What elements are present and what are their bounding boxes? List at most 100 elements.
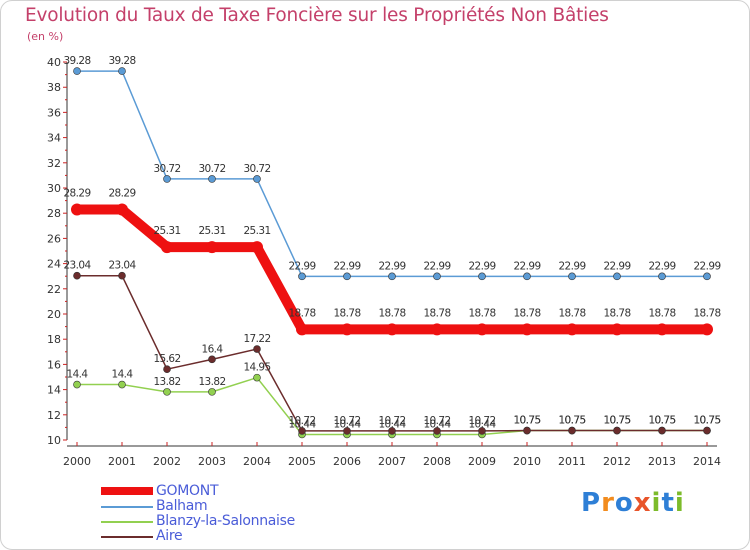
data-label-blanzy-la-salonnaise-2001: 14.4	[112, 369, 134, 381]
data-label-aire-2010: 10.75	[513, 415, 540, 427]
y-tick-label-24: 24	[47, 258, 61, 271]
legend-swatch-balham	[101, 506, 153, 508]
point-gomont-2014	[701, 323, 713, 336]
point-balham-2009	[478, 272, 486, 281]
data-label-gomont-2004: 25.31	[243, 225, 270, 237]
data-label-blanzy-la-salonnaise-2007: 10.44	[378, 418, 406, 430]
data-label-gomont-2006: 18.78	[333, 307, 360, 319]
data-label-gomont-2007: 18.78	[378, 307, 405, 319]
data-label-gomont-2012: 18.78	[603, 307, 630, 319]
data-label-gomont-2010: 18.78	[513, 307, 540, 319]
y-tick-label-18: 18	[47, 333, 61, 346]
y-tick-label-32: 32	[47, 157, 61, 170]
x-tick-label-2007: 2007	[378, 455, 406, 468]
point-aire-2008	[433, 427, 441, 435]
x-tick-label-2006: 2006	[333, 455, 361, 468]
point-blanzy-la-salonnaise-2004	[253, 373, 261, 382]
data-labels: 28.29 28.29 25.31 25.31 25.31 18.78 18.78 18.78…	[63, 55, 721, 430]
x-tick-label-2010: 2010	[513, 455, 541, 468]
data-label-balham-2004: 30.72	[243, 163, 270, 175]
data-label-gomont-2005: 18.78	[288, 307, 315, 319]
data-label-aire-2006: 10.72	[333, 415, 360, 427]
x-tick-label-2009: 2009	[468, 455, 496, 468]
point-aire-2007	[388, 427, 396, 435]
y-tick-label-16: 16	[47, 358, 61, 371]
point-balham-2003	[208, 175, 216, 183]
point-balham-2000	[73, 67, 81, 75]
data-label-balham-2012: 22.99	[603, 260, 630, 272]
data-label-balham-2011: 22.99	[558, 260, 585, 272]
point-aire-2013	[658, 426, 666, 435]
data-label-aire-2014: 10.75	[693, 415, 720, 427]
data-label-balham-2002: 30.72	[153, 163, 180, 175]
point-aire-2001	[118, 271, 126, 280]
x-tick-label-2003: 2003	[198, 455, 226, 468]
point-balham-2006	[343, 272, 351, 281]
data-label-blanzy-la-salonnaise-2005: 10.44	[288, 418, 316, 430]
point-blanzy-la-salonnaise-2002	[163, 388, 171, 396]
data-label-gomont-2013: 18.78	[648, 307, 675, 319]
y-tick-label-30: 30	[47, 182, 61, 195]
point-gomont-2000	[71, 203, 83, 216]
x-tick-label-2008: 2008	[423, 455, 451, 468]
data-label-blanzy-la-salonnaise-2009: 10.44	[468, 418, 496, 430]
legend-swatch-gomont	[101, 487, 153, 495]
legend-label-gomont: GOMONT	[156, 483, 219, 499]
data-label-balham-2006: 22.99	[333, 260, 360, 272]
point-balham-2013	[658, 272, 666, 281]
x-tick-label-2011: 2011	[558, 455, 586, 468]
data-label-blanzy-la-salonnaise-2008: 10.44	[423, 418, 451, 430]
data-label-balham-2014: 22.99	[693, 260, 720, 272]
data-label-balham-2001: 39.28	[108, 55, 135, 67]
axes: 10 12 14 16 18 20 22 24 26 28 30 32 34 36 38 40 2000 2001…	[47, 56, 721, 468]
x-tick-label-2001: 2001	[108, 455, 136, 468]
data-label-aire-2000: 23.04	[63, 260, 91, 272]
point-gomont-2004	[251, 241, 263, 254]
point-aire-2014	[703, 426, 711, 435]
point-balham-2001	[118, 67, 126, 75]
data-label-blanzy-la-salonnaise-2012: 10.75	[603, 415, 630, 427]
y-tick-label-10: 10	[47, 434, 61, 447]
point-balham-2005	[298, 272, 306, 281]
x-tick-label-2000: 2000	[63, 455, 91, 468]
data-label-balham-2010: 22.99	[513, 260, 540, 272]
point-gomont-2003	[206, 241, 218, 254]
brand-letter: i	[674, 488, 685, 518]
point-gomont-2011	[566, 323, 578, 336]
data-label-aire-2007: 10.72	[378, 415, 405, 427]
data-label-gomont-2009: 18.78	[468, 307, 495, 319]
data-label-balham-2013: 22.99	[648, 260, 675, 272]
point-balham-2011	[568, 272, 576, 281]
point-gomont-2009	[476, 323, 488, 336]
data-label-blanzy-la-salonnaise-2014: 10.75	[693, 415, 720, 427]
y-tick-label-14: 14	[47, 384, 61, 397]
legend-label-balham: Balham	[156, 498, 208, 514]
x-tick-label-2012: 2012	[603, 455, 631, 468]
series-layer	[71, 67, 713, 439]
data-label-aire-2013: 10.75	[648, 415, 675, 427]
data-label-gomont-2001: 28.29	[108, 188, 135, 200]
data-label-blanzy-la-salonnaise-2003: 13.82	[198, 376, 225, 388]
point-balham-2010	[523, 272, 531, 281]
legend-swatch-blanzy	[101, 521, 153, 523]
point-aire-2009	[478, 427, 486, 435]
legend-label-aire: Aire	[156, 528, 183, 544]
data-label-balham-2007: 22.99	[378, 260, 405, 272]
y-tick-label-34: 34	[47, 132, 61, 145]
y-tick-label-40: 40	[47, 56, 61, 69]
x-tick-label-2004: 2004	[243, 455, 271, 468]
y-tick-label-36: 36	[47, 106, 61, 119]
data-label-blanzy-la-salonnaise-2011: 10.75	[558, 415, 585, 427]
point-aire-2002	[163, 365, 171, 373]
data-label-balham-2009: 22.99	[468, 260, 495, 272]
brand-logo: Proxiti	[581, 488, 685, 518]
data-label-blanzy-la-salonnaise-2013: 10.75	[648, 415, 675, 427]
point-gomont-2001	[116, 203, 128, 216]
point-gomont-2012	[611, 323, 623, 336]
point-aire-2003	[208, 355, 216, 364]
point-gomont-2005	[296, 323, 308, 336]
point-aire-2000	[73, 271, 81, 280]
x-tick-label-2002: 2002	[153, 455, 181, 468]
brand-letter: P	[581, 488, 602, 518]
